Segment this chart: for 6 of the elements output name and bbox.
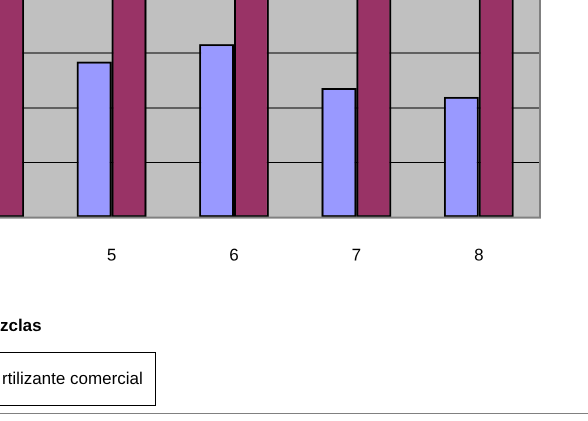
x-tick-label: 7 bbox=[352, 245, 362, 264]
x-tick-label: 6 bbox=[229, 245, 239, 264]
x-axis-title: zclas bbox=[0, 316, 42, 336]
text: rtilizante comercial bbox=[2, 369, 143, 389]
x-tick-label: 5 bbox=[106, 245, 116, 264]
x-tick-label: 8 bbox=[474, 245, 484, 264]
